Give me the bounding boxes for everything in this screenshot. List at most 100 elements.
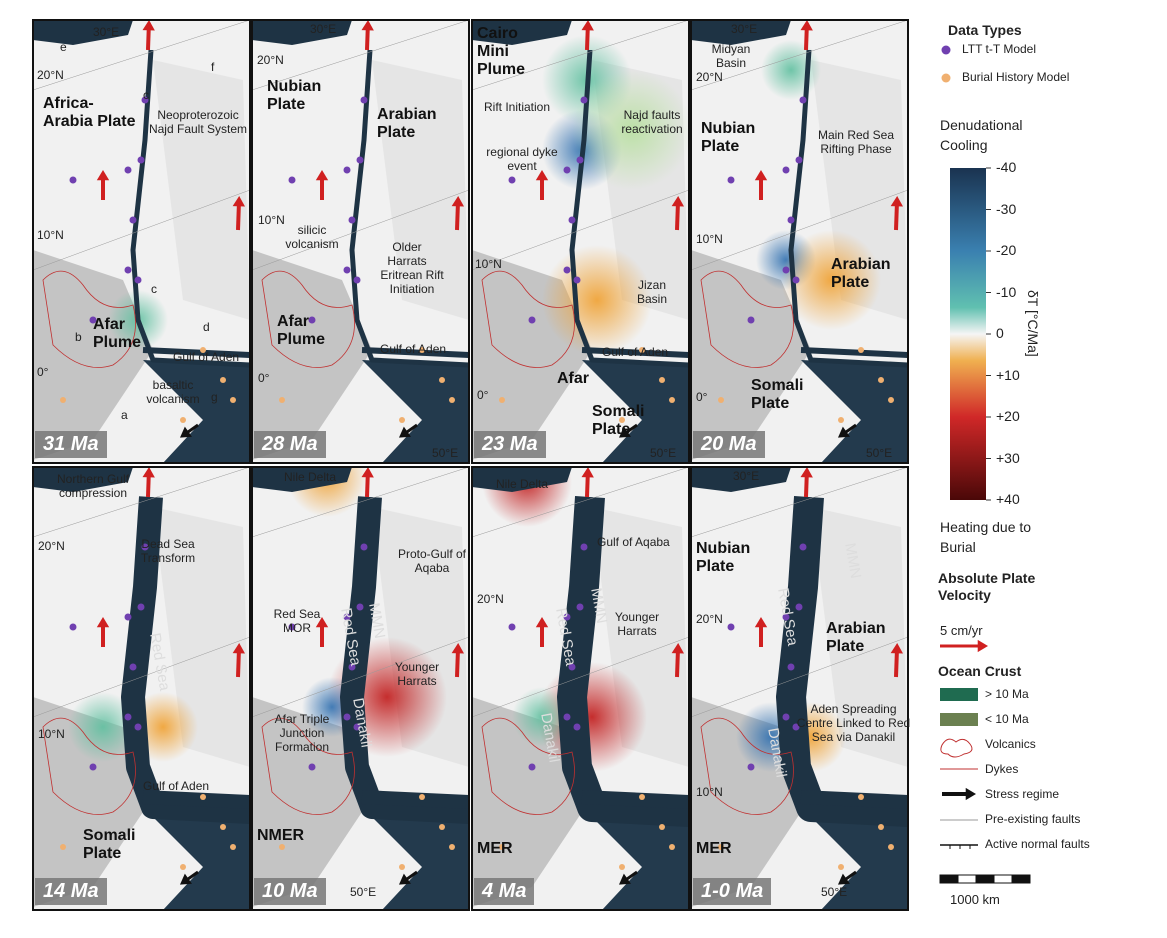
map-label: 50°E (432, 446, 459, 460)
gulf-aden-ocean (582, 807, 689, 910)
ltt-point (124, 613, 132, 621)
colorbar-tick-label: +10 (996, 366, 1020, 383)
map-label: e (60, 40, 67, 54)
graticule (33, 636, 250, 718)
terrain (592, 507, 689, 767)
panel-border (251, 19, 470, 464)
signal-blob (761, 40, 821, 100)
age-label: 20 Ma (693, 431, 765, 458)
arrow-head (800, 467, 813, 478)
panel-content (472, 20, 689, 463)
burial-point (838, 417, 844, 423)
burial-point (878, 824, 884, 830)
arrow-head (142, 467, 155, 478)
ltt-point (348, 216, 356, 224)
ltt-point (563, 166, 571, 174)
panel-content (472, 467, 689, 910)
map-label: Afar Plume (93, 316, 142, 351)
terrain (252, 250, 372, 460)
ltt-point (124, 713, 132, 721)
gulf-aden (142, 790, 250, 809)
legend-item: 5 cm/yr (940, 623, 983, 638)
map-panel (32, 466, 251, 911)
ltt-point (782, 266, 790, 274)
mediterranean (252, 20, 352, 45)
map-label: f (211, 60, 215, 74)
ltt-point (141, 96, 149, 104)
gulf-aden-ocean (143, 807, 250, 910)
burial-point (419, 347, 425, 353)
panel-content (252, 20, 469, 463)
legend-item: > 10 Ma (985, 687, 1029, 701)
ltt-point (343, 713, 351, 721)
legend-item: Stress regime (985, 787, 1060, 801)
map-label: Nubian Plate (267, 78, 322, 113)
ltt-point (782, 166, 790, 174)
terrain (811, 507, 908, 767)
signal-blob (781, 230, 881, 330)
burial-point (60, 844, 66, 850)
red-sea (121, 496, 250, 824)
ltt-point (308, 763, 316, 771)
ltt-point (137, 603, 145, 611)
ltt-point (69, 176, 77, 184)
arrow-head (800, 20, 813, 31)
map-label: basaltic volcanism (146, 378, 200, 406)
burial-point (499, 844, 505, 850)
map-label: 20°N (477, 592, 504, 606)
arrow-head (535, 617, 549, 628)
legend-burial (941, 73, 951, 83)
map-label: regional dyke event (486, 145, 558, 173)
colorbar-tick-label: -10 (996, 283, 1017, 300)
burial-point (639, 347, 645, 353)
map-label: silicic volcanism (285, 223, 339, 251)
signal-blob (542, 245, 652, 355)
ltt-point (580, 543, 588, 551)
arrow-shaft (236, 648, 241, 678)
map-label: 50°E (350, 885, 377, 899)
ltt-point (288, 623, 296, 631)
map-label: 20°N (38, 539, 65, 553)
map-panel (690, 19, 909, 464)
ltt-point (795, 603, 803, 611)
legend-item: Burial History Model (962, 70, 1070, 84)
ltt-point (360, 96, 368, 104)
graticule (472, 189, 689, 271)
gulf-aden-ocean (362, 807, 469, 910)
burial-point (399, 417, 405, 423)
burial-point (669, 844, 675, 850)
terrain (153, 507, 250, 767)
legend-title: Data Types (948, 22, 1022, 38)
gulf-aden-ocean (143, 360, 250, 463)
panel-border (471, 466, 690, 911)
ltt-point (141, 543, 149, 551)
map-label: Somali Plate (751, 377, 804, 412)
arrow-head (890, 643, 904, 654)
volcanics (481, 270, 575, 368)
panel-content (33, 467, 250, 910)
map-label: Northern Gulf compression (56, 472, 130, 500)
red-sea (557, 496, 689, 827)
volcanics (261, 270, 355, 368)
arrow-head (754, 170, 768, 181)
arrow-head (451, 643, 465, 654)
scale-bar (957, 874, 977, 884)
colorbar-tick-label: 0 (996, 325, 1004, 341)
burial-point (200, 794, 206, 800)
mediterranean (472, 20, 572, 45)
colorbar-tick-label: -40 (996, 159, 1017, 175)
arrow-head (671, 196, 685, 207)
map-label: Dead Sea Transform (140, 537, 196, 565)
map-label: g (211, 390, 218, 404)
legend-volcanics (940, 738, 973, 758)
ltt-point (787, 216, 795, 224)
burial-point (230, 397, 236, 403)
map-label: Gulf of Aden (602, 345, 669, 359)
ltt-point (795, 156, 803, 164)
arrow-head (618, 426, 631, 438)
panel-border (32, 466, 251, 911)
legend-text: Denudational Cooling (940, 117, 1023, 153)
map-label: Older Harrats (387, 240, 427, 268)
